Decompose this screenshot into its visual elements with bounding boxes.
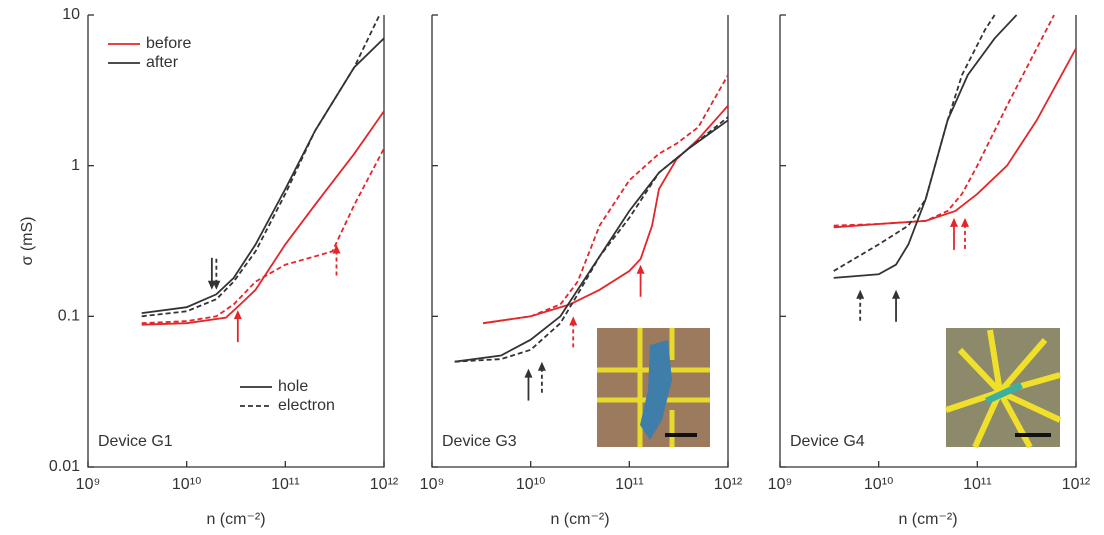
axis-frame — [87, 15, 385, 468]
x-axis-label: n (cm⁻²) — [206, 511, 265, 528]
arrow-head — [892, 289, 901, 299]
axis-frame — [431, 15, 729, 468]
x-tick-label: 10⁹ — [768, 476, 793, 493]
arrow-head — [524, 368, 533, 378]
x-tick-label: 10⁹ — [76, 476, 101, 493]
arrow-head — [949, 217, 958, 227]
data-line — [141, 14, 381, 318]
data-line — [833, 14, 1018, 279]
arrow-head — [233, 310, 242, 320]
x-axis-label: n (cm⁻²) — [550, 511, 609, 528]
data-line — [141, 148, 385, 325]
x-tick-label: 10¹¹ — [963, 476, 991, 493]
legend-label: after — [146, 54, 179, 71]
arrow-head — [537, 361, 546, 371]
arrow — [524, 368, 533, 401]
arrow — [949, 217, 958, 250]
data-line — [833, 47, 1077, 229]
arrow — [233, 310, 242, 343]
x-tick-label: 10⁹ — [420, 476, 445, 493]
data-line — [454, 116, 729, 363]
y-tick-label: 1 — [71, 157, 80, 174]
data-line — [483, 105, 729, 325]
inset-g4 — [945, 328, 1062, 449]
arrow-head — [569, 316, 578, 326]
data-line — [141, 110, 385, 326]
arrow — [636, 264, 645, 297]
data-line — [833, 14, 1055, 227]
arrow — [961, 217, 970, 250]
data-line — [454, 119, 729, 363]
y-tick-label: 0.01 — [49, 458, 80, 475]
inset-g3 — [597, 328, 710, 447]
arrow-head — [636, 264, 645, 274]
x-tick-label: 10¹² — [714, 476, 743, 493]
annotation: Device G4 — [790, 433, 865, 450]
x-tick-label: 10¹⁰ — [172, 476, 202, 493]
x-tick-label: 10¹⁰ — [516, 476, 546, 493]
arrow — [856, 289, 865, 322]
data-line — [833, 14, 996, 272]
y-tick-label: 10 — [62, 6, 80, 23]
y-tick-label: 0.1 — [58, 308, 80, 325]
x-tick-label: 10¹⁰ — [864, 476, 894, 493]
data-line — [141, 37, 385, 314]
y-axis-label: σ (mS) — [19, 217, 36, 266]
arrow — [332, 244, 341, 277]
x-axis-label: n (cm⁻²) — [898, 511, 957, 528]
arrow-head — [212, 280, 221, 290]
data-line — [483, 74, 729, 325]
annotation: Device G1 — [98, 433, 173, 450]
legend-label: electron — [278, 397, 335, 414]
x-tick-label: 10¹¹ — [615, 476, 643, 493]
arrow — [569, 316, 578, 349]
legend-label: before — [146, 35, 191, 52]
arrow — [212, 257, 221, 290]
x-tick-label: 10¹² — [1062, 476, 1091, 493]
axis-frame — [779, 15, 1077, 468]
x-tick-label: 10¹² — [370, 476, 399, 493]
arrow — [537, 361, 546, 394]
arrow-head — [332, 244, 341, 254]
x-tick-label: 10¹¹ — [271, 476, 299, 493]
arrow — [892, 289, 901, 322]
arrow-head — [961, 217, 970, 227]
annotation: Device G3 — [442, 433, 517, 450]
legend-label: hole — [278, 378, 308, 395]
arrow-head — [856, 289, 865, 299]
